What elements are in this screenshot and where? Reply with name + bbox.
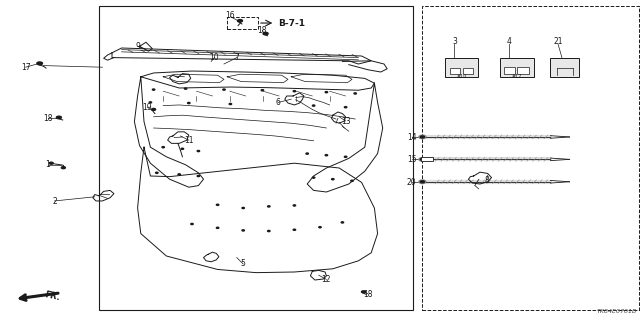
Circle shape: [37, 62, 42, 65]
Text: 17: 17: [20, 63, 31, 72]
Circle shape: [268, 206, 270, 207]
Circle shape: [268, 230, 270, 232]
Circle shape: [354, 93, 356, 94]
Text: 19: 19: [142, 103, 152, 112]
Circle shape: [237, 20, 243, 22]
Circle shape: [420, 136, 424, 138]
Circle shape: [293, 229, 296, 230]
Circle shape: [152, 89, 155, 90]
Circle shape: [344, 107, 347, 108]
Circle shape: [197, 150, 200, 152]
Text: 13: 13: [340, 117, 351, 126]
Circle shape: [242, 230, 244, 231]
Bar: [227, 17, 258, 29]
Text: 18: 18: [258, 26, 267, 35]
Circle shape: [191, 223, 193, 225]
Text: 18: 18: [44, 114, 52, 123]
Circle shape: [149, 102, 152, 103]
Text: 18: 18: [364, 290, 372, 299]
Bar: [445, 58, 478, 77]
Circle shape: [351, 180, 353, 181]
Text: 1: 1: [45, 160, 51, 169]
Circle shape: [293, 205, 296, 206]
Circle shape: [319, 227, 321, 228]
Circle shape: [261, 90, 264, 91]
Circle shape: [420, 158, 424, 160]
Text: 3: 3: [452, 37, 457, 46]
Text: 15: 15: [406, 156, 417, 164]
Circle shape: [263, 32, 268, 35]
Circle shape: [56, 116, 61, 119]
Bar: [504, 67, 515, 74]
Bar: [500, 58, 534, 77]
Circle shape: [420, 181, 424, 183]
Text: 4: 4: [506, 37, 511, 46]
Circle shape: [181, 148, 184, 149]
Text: 21: 21: [554, 37, 563, 46]
Text: 9: 9: [135, 42, 140, 51]
Text: 12: 12: [322, 276, 331, 284]
Circle shape: [419, 158, 426, 161]
Text: 5: 5: [241, 260, 246, 268]
Text: 7: 7: [234, 53, 239, 62]
Text: B-7-1: B-7-1: [278, 19, 305, 28]
Circle shape: [216, 204, 219, 205]
Circle shape: [344, 156, 347, 157]
Text: 11: 11: [184, 136, 193, 145]
Circle shape: [216, 227, 219, 228]
Text: 16: 16: [225, 12, 236, 20]
Circle shape: [312, 105, 315, 106]
Bar: [517, 67, 529, 74]
Bar: [421, 157, 433, 161]
Circle shape: [362, 291, 365, 293]
Circle shape: [242, 207, 244, 209]
Text: 14: 14: [406, 133, 417, 142]
Circle shape: [184, 88, 187, 89]
Circle shape: [162, 147, 164, 148]
Text: TK84E0701B: TK84E0701B: [596, 309, 637, 314]
Bar: [463, 68, 473, 74]
Text: FR.: FR.: [44, 290, 61, 302]
Text: 6: 6: [276, 98, 281, 107]
Circle shape: [152, 108, 156, 110]
Circle shape: [188, 102, 190, 104]
Bar: [450, 68, 460, 74]
Circle shape: [332, 179, 334, 180]
Text: 8: 8: [484, 176, 489, 185]
Circle shape: [293, 91, 296, 92]
Circle shape: [223, 89, 225, 90]
Circle shape: [306, 153, 308, 154]
Text: #10: #10: [456, 74, 467, 79]
Circle shape: [178, 174, 180, 175]
Circle shape: [229, 103, 232, 105]
Circle shape: [61, 167, 65, 169]
Text: 20: 20: [406, 178, 417, 187]
Circle shape: [325, 155, 328, 156]
Bar: [99, 6, 413, 310]
Circle shape: [341, 222, 344, 223]
Circle shape: [49, 162, 53, 164]
Circle shape: [197, 175, 200, 177]
Circle shape: [156, 172, 158, 173]
Bar: [422, 6, 639, 310]
Bar: [550, 58, 579, 77]
Text: 10: 10: [209, 53, 220, 62]
Circle shape: [325, 92, 328, 93]
Circle shape: [419, 180, 426, 183]
Text: #12: #12: [512, 74, 522, 79]
Circle shape: [312, 177, 315, 178]
Text: 2: 2: [52, 197, 57, 206]
Circle shape: [419, 135, 426, 139]
